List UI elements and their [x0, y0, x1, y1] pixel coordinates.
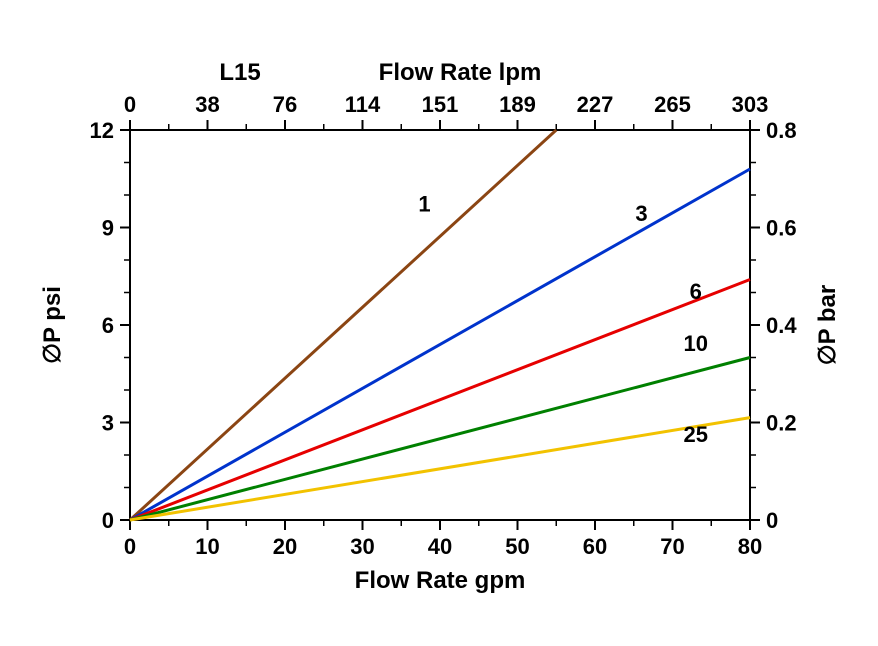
xtick-bottom-label: 40	[428, 534, 452, 559]
ytick-right-label: 0.6	[766, 216, 797, 241]
ytick-right-label: 0.8	[766, 118, 797, 143]
x-bottom-title: Flow Rate gpm	[355, 567, 526, 594]
ytick-left-label: 0	[102, 508, 114, 533]
series-label: 25	[684, 422, 708, 447]
xtick-top-label: 227	[577, 92, 614, 117]
ytick-left-label: 3	[102, 411, 114, 436]
x-top-title: Flow Rate lpm	[379, 59, 542, 86]
xtick-top-label: 114	[345, 92, 381, 117]
xtick-bottom-label: 30	[350, 534, 374, 559]
y-right-title: ∅P bar	[814, 285, 841, 366]
xtick-top-label: 76	[273, 92, 297, 117]
ytick-right-label: 0	[766, 508, 778, 533]
ytick-left-label: 6	[102, 313, 114, 338]
model-label: L15	[219, 59, 260, 86]
series-label: 1	[418, 191, 430, 216]
xtick-bottom-label: 20	[273, 534, 297, 559]
xtick-top-label: 189	[499, 92, 536, 117]
ytick-right-label: 0.2	[766, 411, 797, 436]
xtick-top-label: 38	[195, 92, 219, 117]
xtick-top-label: 151	[422, 92, 459, 117]
xtick-top-label: 303	[732, 92, 769, 117]
xtick-bottom-label: 80	[738, 534, 762, 559]
flowrate-chart: 0102030405060708003876114151189227265303…	[0, 0, 878, 646]
xtick-bottom-label: 50	[505, 534, 529, 559]
xtick-top-label: 0	[124, 92, 136, 117]
xtick-top-label: 265	[654, 92, 691, 117]
chart-svg: 0102030405060708003876114151189227265303…	[0, 0, 878, 646]
ytick-right-label: 0.4	[766, 313, 797, 338]
series-label: 6	[690, 279, 702, 304]
xtick-bottom-label: 70	[660, 534, 684, 559]
xtick-bottom-label: 60	[583, 534, 607, 559]
xtick-bottom-label: 0	[124, 534, 136, 559]
series-label: 10	[684, 331, 708, 356]
xtick-bottom-label: 10	[195, 534, 219, 559]
series-label: 3	[635, 201, 647, 226]
ytick-left-label: 9	[102, 216, 114, 241]
y-left-title: ∅P psi	[39, 286, 66, 364]
ytick-left-label: 12	[90, 118, 114, 143]
